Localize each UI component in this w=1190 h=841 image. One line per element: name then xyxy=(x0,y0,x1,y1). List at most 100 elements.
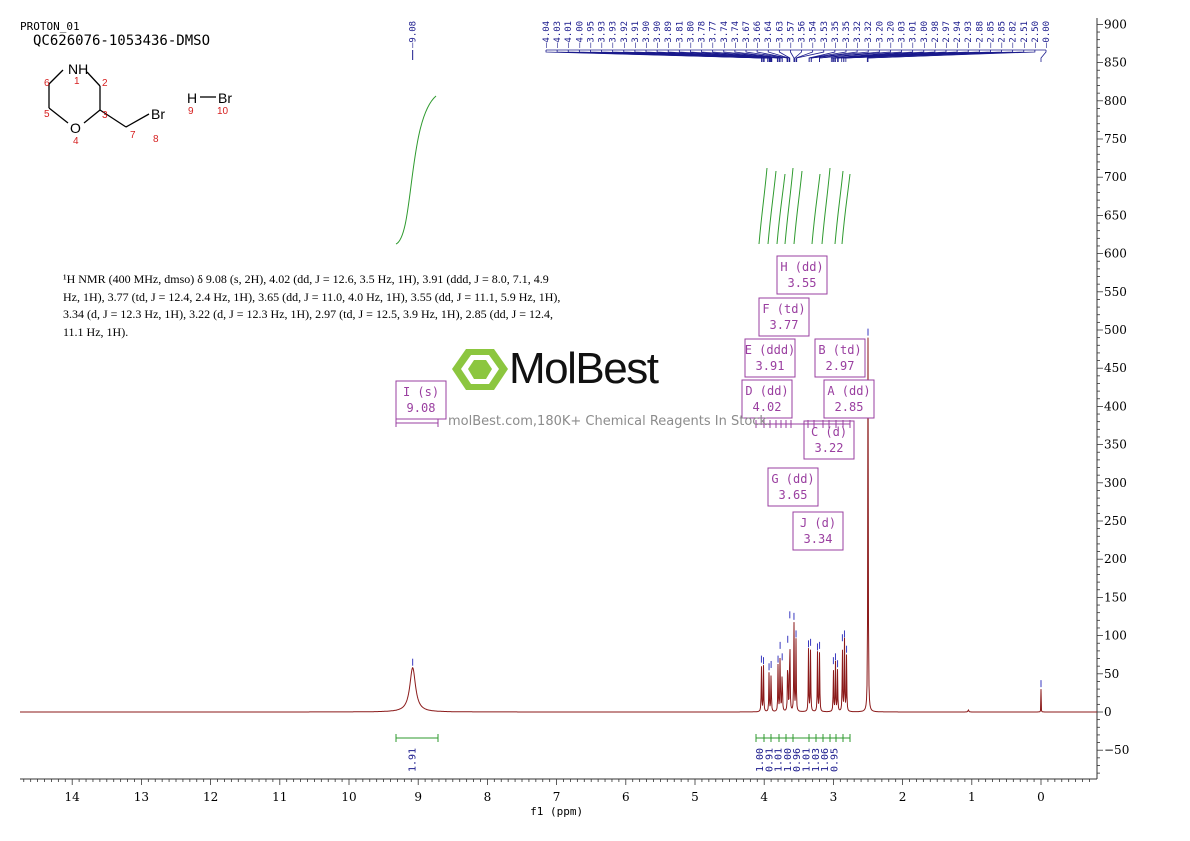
multiplet-title: I (s) xyxy=(403,385,439,399)
peak-label-right: —4.03 xyxy=(553,21,563,48)
peak-label-right: —3.01 xyxy=(909,21,919,48)
multiplet-title: F (td) xyxy=(762,302,805,316)
x-tick-label: 14 xyxy=(65,790,81,804)
atom-br-salt: Br xyxy=(218,90,232,106)
peak-label-right: —3.90 xyxy=(653,21,663,48)
atom-number-9: 9 xyxy=(188,106,194,117)
integral-curve xyxy=(767,170,777,245)
watermark-logo-text: MolBest xyxy=(509,344,659,393)
peak-label-leader xyxy=(830,50,902,62)
multiplet-box xyxy=(767,467,819,507)
peak-label-right: —3.35 xyxy=(842,21,852,48)
atom-number-10: 10 xyxy=(217,106,229,117)
peak-label-leader xyxy=(845,50,1014,62)
peak-label-leader xyxy=(756,50,789,62)
integral-curve xyxy=(821,167,831,245)
y-tick-label: 100 xyxy=(1104,629,1127,643)
integral-curve-main xyxy=(395,95,437,245)
x-tick-label: 8 xyxy=(484,790,492,804)
peak-label-right: —3.92 xyxy=(620,21,630,48)
peak-label-right: —4.00 xyxy=(575,21,585,48)
peak-label-right: —3.20 xyxy=(886,21,896,48)
peak-label-right: —0.00 xyxy=(1042,21,1052,48)
multiplet-shift: 3.55 xyxy=(788,276,817,290)
peak-label-right: —2.88 xyxy=(975,21,985,48)
peak-label-right: —3.93 xyxy=(609,21,619,48)
peak-label-right: —3.77 xyxy=(709,21,719,48)
peak-label-right: —3.54 xyxy=(809,21,819,48)
peak-labels: —9.08 —4.04 —4.03 —4.01 —4.00 —3.95 —3.93 —3.93… xyxy=(409,21,1052,62)
y-tick-label: 550 xyxy=(1104,285,1127,299)
peak-label-right: —3.81 xyxy=(675,21,685,48)
peak-label-right: —3.91 xyxy=(631,21,641,48)
peak-label-right: —3.80 xyxy=(686,21,696,48)
y-tick-label: 250 xyxy=(1104,514,1127,528)
atom-number-7: 7 xyxy=(130,130,136,141)
peak-label-right: —2.51 xyxy=(1020,21,1030,48)
x-tick-label: 1 xyxy=(968,790,976,804)
integral-value: 0.91 xyxy=(764,748,775,772)
sample-id: QC626076-1053436-DMSO xyxy=(33,33,211,49)
multiplet-box xyxy=(814,338,866,378)
multiplet-title: J (d) xyxy=(800,516,836,530)
peak-label-leader xyxy=(767,50,790,62)
atom-number-4: 4 xyxy=(73,136,79,147)
y-tick-label: 350 xyxy=(1104,438,1127,452)
integral-curve xyxy=(758,167,768,245)
peak-label-right: —3.63 xyxy=(775,21,785,48)
peak-label-right: —2.85 xyxy=(986,21,996,48)
nmr-text-line: ¹H NMR (400 MHz, dmso) δ 9.08 (s, 2H), 4… xyxy=(63,272,549,286)
peak-label-right: —3.64 xyxy=(764,21,774,48)
multiplet-title: H (dd) xyxy=(780,260,823,274)
peak-label-right: —3.56 xyxy=(798,21,808,48)
peak-label-right: —4.04 xyxy=(542,21,552,48)
atom-br: Br xyxy=(151,106,165,122)
x-tick-label: 6 xyxy=(622,790,630,804)
x-tick-label: 5 xyxy=(691,790,699,804)
peak-label-right: —4.01 xyxy=(564,21,574,48)
multiplet-title: D (dd) xyxy=(745,384,788,398)
multiplet-shift: 2.97 xyxy=(826,359,855,373)
multiplet-shift: 3.65 xyxy=(779,488,808,502)
integral-value: 1.91 xyxy=(408,748,419,772)
x-tick-label: 12 xyxy=(203,790,218,804)
x-tick-label: 11 xyxy=(272,790,287,804)
multiplet-boxes: I (s) 9.08 H (dd) 3.55 F (td) 3.77 E (ddd) 3.91… xyxy=(395,255,875,551)
multiplet-box xyxy=(823,379,875,419)
spectrum-trace xyxy=(20,337,1097,713)
experiment-name: PROTON_01 xyxy=(20,20,80,33)
peak-label-right: —2.82 xyxy=(1009,21,1019,48)
y-tick-label: 800 xyxy=(1104,94,1127,108)
peak-label-leader xyxy=(778,50,791,62)
peak-label-right: —3.74 xyxy=(720,21,730,48)
multiplet-shift: 3.77 xyxy=(770,318,799,332)
integral-value: 1.01 xyxy=(802,748,813,772)
x-tick-label: 10 xyxy=(341,790,356,804)
multiplet-title: B (td) xyxy=(818,343,861,357)
nmr-text-line: Hz, 1H), 3.77 (td, J = 12.4, 2.4 Hz, 1H)… xyxy=(63,289,561,304)
y-tick-label: −50 xyxy=(1104,743,1129,757)
peak-label-right: —2.93 xyxy=(964,21,974,48)
y-tick-label: 650 xyxy=(1104,208,1127,222)
atom-number-8: 8 xyxy=(153,134,159,145)
x-tick-label: 9 xyxy=(414,790,422,804)
spectrum-layer xyxy=(20,328,1097,713)
y-tick-label: 150 xyxy=(1104,590,1127,604)
integral-curves xyxy=(395,95,851,245)
peak-label-right: —3.74 xyxy=(731,21,741,48)
atom-number-1: 1 xyxy=(74,76,80,87)
integral-value: 1.03 xyxy=(811,748,822,772)
peak-label-leader xyxy=(790,50,795,62)
multiplet-box xyxy=(395,380,447,420)
integral-curve xyxy=(811,173,821,245)
peak-label-right: —3.20 xyxy=(875,21,885,48)
peak-label-right: —3.32 xyxy=(864,21,874,48)
peak-label-right: —2.98 xyxy=(931,21,941,48)
peak-label-right: —2.97 xyxy=(942,21,952,48)
peak-label-right: —3.95 xyxy=(586,21,596,48)
peak-label-right: —2.85 xyxy=(998,21,1008,48)
peak-label-right: —3.90 xyxy=(642,21,652,48)
peak-label-right: —3.35 xyxy=(831,21,841,48)
integral-value: 1.00 xyxy=(755,748,766,772)
peak-label-leader xyxy=(796,50,825,62)
